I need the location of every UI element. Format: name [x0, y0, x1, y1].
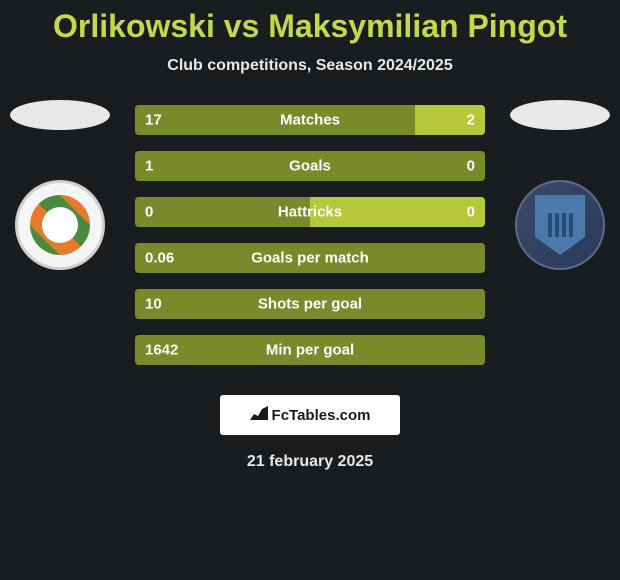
stat-value-left: 17 — [145, 112, 162, 129]
watermark: FcTables.com — [220, 395, 400, 435]
stat-label: Matches — [280, 112, 340, 129]
stat-value-right: 0 — [467, 158, 475, 175]
player-right-column — [510, 100, 610, 270]
subtitle: Club competitions, Season 2024/2025 — [0, 57, 620, 75]
club-badge-right — [515, 180, 605, 270]
player-left-column — [10, 100, 110, 270]
stat-value-left: 0 — [145, 204, 153, 221]
stat-label: Goals per match — [251, 250, 369, 267]
club-badge-right-inner — [535, 195, 585, 255]
stat-value-left: 10 — [145, 296, 162, 313]
stat-value-left: 1642 — [145, 342, 178, 359]
club-badge-left-core — [42, 207, 78, 243]
stat-row: 0.06 Goals per match — [135, 243, 485, 273]
chart-icon — [250, 406, 268, 425]
date-text: 21 february 2025 — [0, 453, 620, 471]
stat-row: 10 Shots per goal — [135, 289, 485, 319]
stat-row: 0 Hattricks 0 — [135, 197, 485, 227]
stat-value-right: 0 — [467, 204, 475, 221]
stat-label: Min per goal — [266, 342, 354, 359]
stat-value-right: 2 — [467, 112, 475, 129]
stat-label: Hattricks — [278, 204, 342, 221]
club-badge-right-stripes — [548, 213, 573, 237]
bar-left — [135, 105, 415, 135]
stat-value-left: 0.06 — [145, 250, 174, 267]
stat-rows: 17 Matches 2 1 Goals 0 0 Hattricks 0 0.06 Goals pe… — [135, 105, 485, 381]
stat-row: 17 Matches 2 — [135, 105, 485, 135]
club-badge-left — [15, 180, 105, 270]
comparison-area: 17 Matches 2 1 Goals 0 0 Hattricks 0 0.06 Goals pe… — [0, 105, 620, 375]
stat-label: Goals — [289, 158, 331, 175]
club-badge-left-inner — [30, 195, 90, 255]
watermark-text: FcTables.com — [272, 407, 371, 424]
stat-value-left: 1 — [145, 158, 153, 175]
player-right-silhouette — [510, 100, 610, 130]
stat-row: 1642 Min per goal — [135, 335, 485, 365]
player-left-silhouette — [10, 100, 110, 130]
stat-row: 1 Goals 0 — [135, 151, 485, 181]
stat-label: Shots per goal — [258, 296, 362, 313]
page-title: Orlikowski vs Maksymilian Pingot — [0, 0, 620, 45]
